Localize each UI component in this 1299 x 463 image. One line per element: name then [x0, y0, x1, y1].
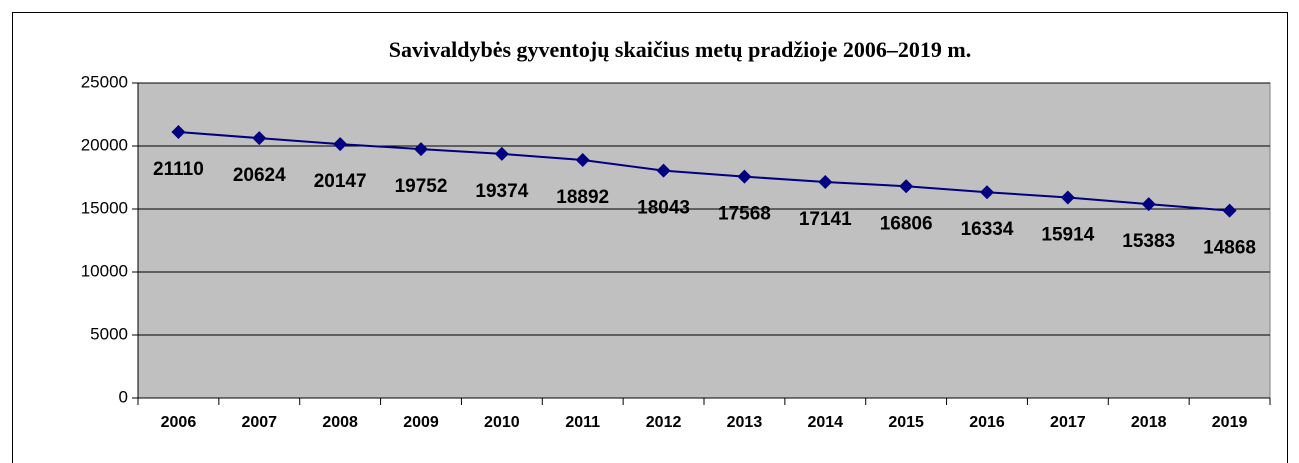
x-tick-label: 2018 [1131, 414, 1167, 431]
data-label: 17141 [799, 209, 852, 230]
data-line [178, 131, 1230, 212]
y-tick-label: 0 [119, 387, 128, 406]
data-point [575, 152, 590, 167]
x-tick-label: 2013 [727, 414, 763, 431]
data-label: 18043 [637, 198, 690, 219]
x-tick-label: 2019 [1212, 414, 1248, 431]
data-point [980, 185, 994, 200]
data-label: 14868 [1203, 238, 1256, 259]
x-tick-label: 2007 [241, 414, 277, 431]
x-tick-label: 2017 [1050, 414, 1086, 431]
data-point [414, 142, 428, 157]
x-tick-label: 2010 [484, 414, 520, 431]
data-label: 19374 [475, 181, 528, 202]
x-tick-label: 2008 [322, 414, 358, 431]
data-point [1222, 203, 1237, 218]
chart-title: Savivaldybės gyventojų skaičius metų pra… [389, 37, 971, 62]
data-point [1141, 197, 1156, 212]
y-tick-label: 15000 [81, 198, 128, 217]
x-tick-label: 2009 [403, 414, 439, 431]
data-label: 18892 [556, 187, 609, 208]
data-label: 19752 [395, 176, 448, 197]
data-point [818, 175, 833, 190]
y-tick-label: 20000 [81, 135, 128, 154]
y-tick-label: 10000 [81, 261, 128, 280]
data-label: 17568 [718, 204, 771, 225]
data-label: 16806 [880, 213, 933, 234]
x-tick-label: 2016 [969, 414, 1005, 431]
x-tick-label: 2012 [646, 414, 682, 431]
data-label: 16334 [961, 219, 1014, 240]
x-tick-label: 2015 [888, 414, 924, 431]
data-point [494, 146, 509, 161]
y-tick-label: 5000 [90, 324, 128, 343]
data-label: 15383 [1122, 231, 1175, 252]
x-tick-label: 2014 [807, 414, 843, 431]
data-point [656, 163, 671, 178]
data-point [737, 169, 752, 184]
data-label: 20624 [233, 165, 286, 186]
plot-area [137, 82, 1271, 399]
x-tick-label: 2006 [161, 414, 197, 431]
data-point [252, 131, 267, 146]
data-label: 15914 [1041, 224, 1094, 245]
data-point [171, 125, 186, 140]
data-point [1060, 190, 1075, 205]
data-point [899, 179, 914, 194]
data-label: 21110 [153, 159, 204, 180]
data-point [333, 137, 348, 152]
x-tick-label: 2011 [565, 414, 600, 431]
y-tick-label: 25000 [81, 72, 128, 91]
data-label: 20147 [314, 171, 367, 192]
